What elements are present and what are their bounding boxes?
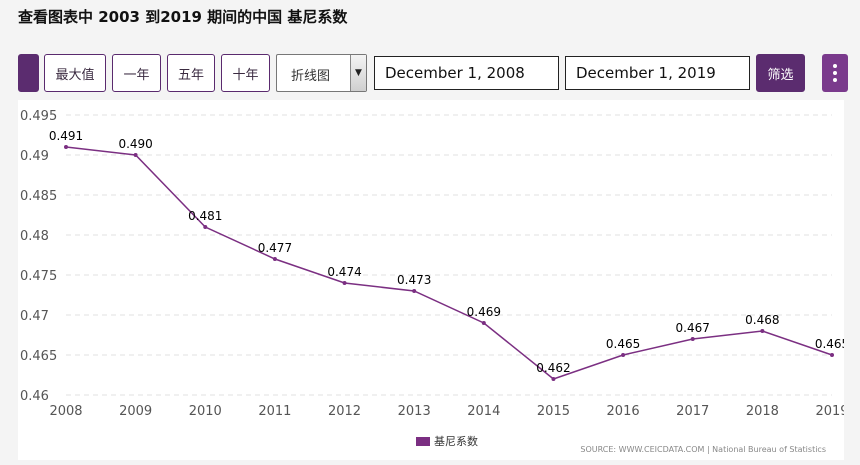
data-label: 0.469 [467, 305, 501, 319]
range-1y-button[interactable]: 一年 [112, 54, 161, 92]
y-tick-label: 0.495 [20, 109, 57, 124]
y-tick-label: 0.48 [20, 229, 49, 244]
data-label: 0.490 [118, 137, 152, 151]
filter-button[interactable]: 筛选 [756, 54, 805, 92]
data-point[interactable] [760, 329, 765, 333]
y-tick-label: 0.49 [20, 149, 49, 164]
data-point[interactable] [690, 337, 695, 341]
x-tick-label: 2009 [119, 404, 152, 419]
toolbar: 最大值 一年 五年 十年 折线图 ▼ December 1, 2008 Dece… [18, 54, 848, 92]
x-tick-label: 2015 [537, 404, 570, 419]
x-tick-label: 2012 [328, 404, 361, 419]
chart-type-select[interactable]: 折线图 ▼ [276, 54, 367, 92]
x-tick-label: 2019 [815, 404, 844, 419]
data-label: 0.477 [258, 241, 292, 255]
data-point[interactable] [830, 353, 834, 357]
end-date-input[interactable]: December 1, 2019 [565, 56, 750, 90]
data-point[interactable] [272, 257, 277, 261]
x-tick-label: 2016 [607, 404, 640, 419]
x-tick-label: 2018 [746, 404, 779, 419]
legend[interactable]: 基尼系数 [416, 433, 478, 449]
data-label: 0.491 [49, 129, 83, 143]
data-point[interactable] [551, 377, 556, 381]
data-point[interactable] [621, 353, 626, 357]
source-note: SOURCE: WWW.CEICDATA.COM | National Bure… [580, 445, 826, 454]
range-5y-button[interactable]: 五年 [167, 54, 215, 92]
x-tick-label: 2017 [676, 404, 709, 419]
range-10y-button[interactable]: 十年 [221, 54, 270, 92]
legend-label: 基尼系数 [434, 435, 478, 448]
series-line [65, 146, 833, 380]
data-label: 0.481 [188, 209, 222, 223]
menu-toggle-button[interactable] [18, 54, 39, 92]
data-label: 0.468 [745, 313, 779, 327]
data-point[interactable] [64, 145, 68, 149]
line-chart: 0.495 0.49 0.485 0.48 0.475 0.47 0.465 0.462008… [20, 109, 844, 419]
more-options-icon[interactable] [822, 54, 848, 92]
data-point[interactable] [342, 281, 347, 285]
data-point[interactable] [412, 289, 417, 293]
data-label: 0.462 [536, 361, 570, 375]
y-tick-label: 0.485 [20, 189, 57, 204]
data-point[interactable] [203, 225, 208, 229]
chevron-down-icon: ▼ [350, 55, 366, 91]
data-label: 0.473 [397, 273, 431, 287]
x-tick-label: 2014 [467, 404, 500, 419]
data-label: 0.465 [606, 337, 640, 351]
x-tick-label: 2011 [258, 404, 291, 419]
page-title: 查看图表中 2003 到2019 期间的中国 基尼系数 [18, 8, 348, 26]
x-tick-label: 2010 [189, 404, 222, 419]
y-tick-label: 0.465 [20, 349, 57, 364]
legend-swatch [416, 436, 430, 446]
start-date-input[interactable]: December 1, 2008 [374, 56, 559, 90]
x-tick-label: 2008 [49, 404, 82, 419]
data-label: 0.465 [815, 337, 844, 351]
range-max-button[interactable]: 最大值 [44, 54, 106, 92]
data-label: 0.474 [327, 265, 361, 279]
data-point[interactable] [133, 153, 138, 157]
y-tick-label: 0.47 [20, 309, 49, 324]
chart-type-value: 折线图 [291, 69, 331, 84]
y-tick-label: 0.46 [20, 389, 49, 404]
x-tick-label: 2013 [398, 404, 431, 419]
chart-area: 0.495 0.49 0.485 0.48 0.475 0.47 0.465 0.46 2008… [18, 100, 844, 460]
data-label: 0.467 [676, 321, 710, 335]
data-point[interactable] [481, 321, 486, 325]
y-tick-label: 0.475 [20, 269, 57, 284]
